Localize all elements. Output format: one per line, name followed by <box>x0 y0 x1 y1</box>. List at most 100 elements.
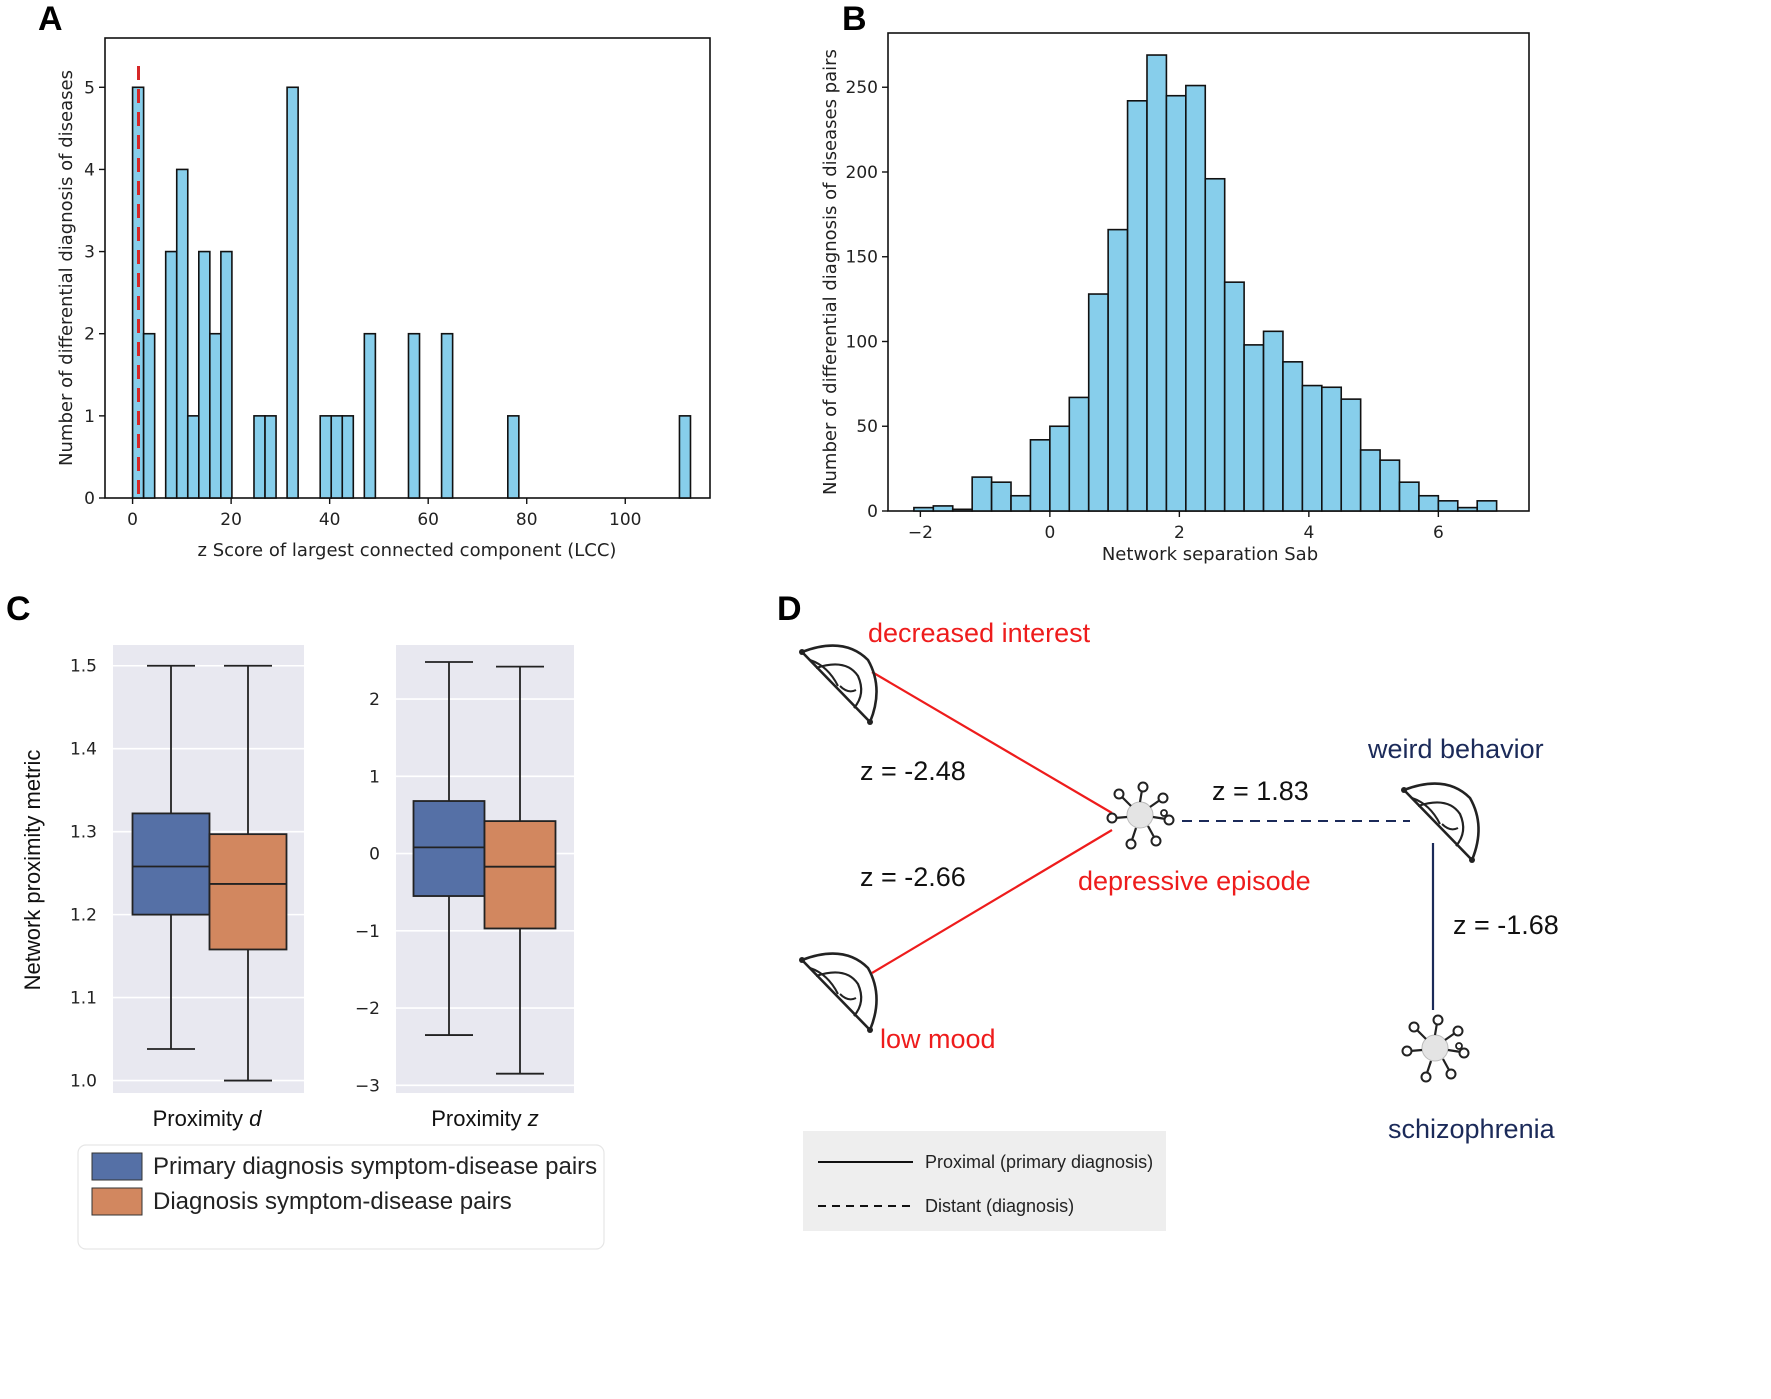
legend-swatch-primary <box>91 1152 143 1181</box>
bar-b-10 <box>1107 228 1129 512</box>
bar-b-23 <box>1359 449 1381 512</box>
bar-b-12 <box>1146 54 1168 512</box>
x-tick-label-a-1: 20 <box>220 510 242 530</box>
bar-b-2 <box>951 508 973 512</box>
x-axis-label-a: z Score of largest connected component (… <box>198 540 617 561</box>
node-label-decreased-interest: decreased interest <box>868 618 1091 648</box>
bar-b-14 <box>1185 84 1207 512</box>
y-tick-label-b-1: 50 <box>856 417 878 437</box>
grid-z <box>396 698 574 1087</box>
x-axis-label-proximity-z: Proximity z <box>431 1106 539 1131</box>
bar-b-22 <box>1340 398 1362 512</box>
histogram-lcc: 0 20 40 60 80 100 0 1 2 3 4 5 z Score of largest c… <box>56 37 711 561</box>
y-tick-label-z-3: 0 <box>369 845 380 865</box>
stethoscope-icon <box>797 952 878 1035</box>
y-tick-label-b-2: 100 <box>846 332 878 352</box>
bars-a <box>131 86 692 499</box>
x-tick-label-b-1: 0 <box>1044 523 1055 543</box>
bar-a-15 <box>407 332 421 499</box>
legend-label-diagnosis: Diagnosis symptom-disease pairs <box>153 1188 512 1215</box>
box-d-primary <box>131 812 211 916</box>
x-tick-label-a-3: 60 <box>417 510 439 530</box>
x-axis-label-z-prefix: Proximity <box>431 1106 528 1131</box>
node-label-schizophrenia: schizophrenia <box>1388 1114 1556 1144</box>
x-ticks-a: 0 20 40 60 80 100 <box>127 498 641 530</box>
y-tick-label-z-2: −1 <box>355 922 380 942</box>
y-tick-label-a-3: 3 <box>84 243 95 263</box>
y-ticks-d: 1.0 1.1 1.2 1.3 1.4 1.5 <box>70 657 97 1092</box>
x-axis-label-d-prefix: Proximity <box>153 1106 250 1131</box>
y-tick-label-z-0: −3 <box>355 1076 380 1096</box>
bar-a-16 <box>440 332 454 499</box>
x-tick-label-a-0: 0 <box>127 510 138 530</box>
bar-a-1 <box>142 332 156 499</box>
bar-b-21 <box>1321 386 1343 512</box>
panel-letter-c: C <box>6 590 31 628</box>
plot-frame-a <box>104 37 711 499</box>
panel-letter-a: A <box>38 0 63 38</box>
y-axis-label-a: Number of differential diagnosis of dise… <box>56 70 77 466</box>
x-axis-label-d-var: d <box>249 1106 262 1131</box>
bar-b-6 <box>1029 439 1051 512</box>
node-label-weird-behavior: weird behavior <box>1367 734 1544 764</box>
bar-b-17 <box>1243 344 1265 512</box>
bar-b-1 <box>932 505 954 512</box>
y-axis-label-b: Number of differential diagnosis of dise… <box>820 49 841 495</box>
y-tick-label-d-2: 1.2 <box>70 906 97 926</box>
bar-a-0 <box>131 86 145 499</box>
bar-a-8 <box>253 415 266 499</box>
bar-a-6 <box>209 332 222 499</box>
panel-letter-b: B <box>842 0 867 38</box>
bar-b-3 <box>971 476 993 512</box>
edge-label-z-low-mood: z = -2.66 <box>860 862 966 892</box>
bar-b-20 <box>1301 384 1323 512</box>
y-tick-label-a-0: 0 <box>84 489 95 509</box>
bar-b-25 <box>1398 481 1420 512</box>
y-tick-label-b-0: 0 <box>867 502 878 522</box>
x-tick-label-a-4: 80 <box>516 510 538 530</box>
edge-label-z-schizophrenia: z = -1.68 <box>1453 910 1559 940</box>
y-tick-label-b-4: 200 <box>846 163 878 183</box>
edge-label-z-weird-behavior: z = 1.83 <box>1212 776 1309 806</box>
bar-a-4 <box>186 415 200 499</box>
edge-low-mood-depressive-episode <box>871 829 1113 974</box>
bar-a-17 <box>507 415 520 499</box>
bars-b <box>913 54 1498 512</box>
bar-a-9 <box>264 415 277 499</box>
bar-b-16 <box>1223 281 1245 512</box>
boxplots-proximity: 1.0 1.1 1.2 1.3 1.4 1.5 −3 −2 −1 0 1 2 Proximity d… <box>20 645 605 1250</box>
legend-c <box>77 1144 605 1250</box>
bar-b-4 <box>990 481 1012 512</box>
y-tick-label-a-4: 4 <box>84 160 95 180</box>
bar-a-2 <box>164 250 178 499</box>
bar-b-29 <box>1476 500 1498 512</box>
stethoscope-icon <box>1399 782 1480 865</box>
network-legend <box>803 1131 1166 1231</box>
bar-b-19 <box>1282 361 1304 512</box>
stethoscope-icon <box>797 644 878 727</box>
box-z-diagnosis <box>483 820 557 930</box>
virus-icon <box>1401 1014 1470 1083</box>
bar-a-11 <box>319 415 333 499</box>
legend-swatch-diagnosis <box>91 1187 143 1216</box>
node-label-depressive-episode: depressive episode <box>1078 866 1311 896</box>
boxes-d <box>131 664 288 1082</box>
legend-label-distant: Distant (diagnosis) <box>925 1196 1074 1216</box>
x-axis-label-b: Network separation Sab <box>1102 544 1318 565</box>
legend-label-primary: Primary diagnosis symptom-disease pairs <box>153 1153 597 1180</box>
legend-label-proximal: Proximal (primary diagnosis) <box>925 1152 1153 1172</box>
bar-a-12 <box>330 415 344 499</box>
network-diagram: decreased interest low mood depressive e… <box>797 618 1559 1231</box>
bar-b-11 <box>1126 100 1148 512</box>
box-d-diagnosis <box>208 833 288 951</box>
y-tick-label-a-5: 5 <box>84 78 95 98</box>
bar-a-18 <box>678 415 692 499</box>
bar-a-13 <box>341 415 355 499</box>
y-tick-label-d-1: 1.1 <box>70 989 97 1009</box>
bar-b-0 <box>913 506 935 512</box>
x-tick-label-b-4: 6 <box>1433 523 1444 543</box>
bar-b-7 <box>1049 425 1071 512</box>
bar-a-14 <box>363 332 377 499</box>
bar-a-3 <box>175 168 189 499</box>
y-tick-label-b-5: 250 <box>846 78 878 98</box>
